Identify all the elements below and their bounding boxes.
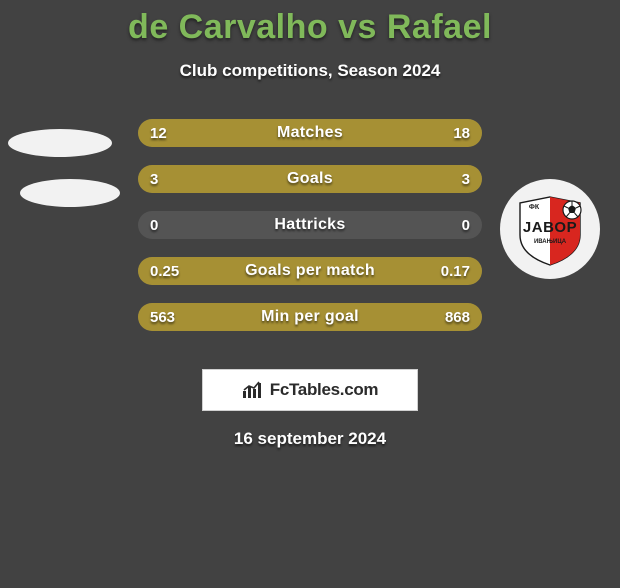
stat-bars: Matches12 18 Goals3 3 Hattricks0 0 Goals per m… [138, 119, 482, 349]
stat-row: Min per goal563 868 [138, 303, 482, 331]
stat-row: Hattricks0 0 [138, 211, 482, 239]
badge-sub-text: ИВАЊИЦА [534, 239, 567, 245]
page-title: de Carvalho vs Rafael [0, 8, 620, 47]
stat-value-left: 0 [150, 211, 158, 239]
stat-value-left: 563 [150, 303, 175, 331]
stat-label: Matches [138, 119, 482, 147]
stat-label: Goals per match [138, 257, 482, 285]
date-text: 16 september 2024 [0, 429, 620, 449]
bar-chart-icon [242, 381, 264, 399]
stat-row: Matches12 18 [138, 119, 482, 147]
brand-text: FcTables.com [270, 380, 379, 400]
comparison-chart: ФК JABOP ИВАЊИЦА Matches12 18 Goals3 3 Hattr… [0, 119, 620, 359]
left-team-badge-1 [8, 129, 112, 157]
badge-prefix-text: ФК [529, 204, 540, 211]
left-team-badge-2 [20, 179, 120, 207]
subtitle: Club competitions, Season 2024 [0, 61, 620, 81]
stat-label: Goals [138, 165, 482, 193]
javor-badge-icon: ФК JABOP ИВАЊИЦА [508, 187, 592, 271]
stat-value-left: 3 [150, 165, 158, 193]
stat-value-right: 18 [453, 119, 470, 147]
stat-value-right: 0.17 [441, 257, 470, 285]
right-team-badge: ФК JABOP ИВАЊИЦА [500, 179, 600, 279]
stat-label: Min per goal [138, 303, 482, 331]
stat-label: Hattricks [138, 211, 482, 239]
stat-value-right: 868 [445, 303, 470, 331]
stat-value-left: 0.25 [150, 257, 179, 285]
stat-row: Goals3 3 [138, 165, 482, 193]
badge-main-text: JABOP [523, 219, 577, 236]
brand-box: FcTables.com [202, 369, 418, 411]
stat-row: Goals per match0.25 0.17 [138, 257, 482, 285]
stat-value-left: 12 [150, 119, 167, 147]
stat-value-right: 3 [462, 165, 470, 193]
stat-value-right: 0 [462, 211, 470, 239]
